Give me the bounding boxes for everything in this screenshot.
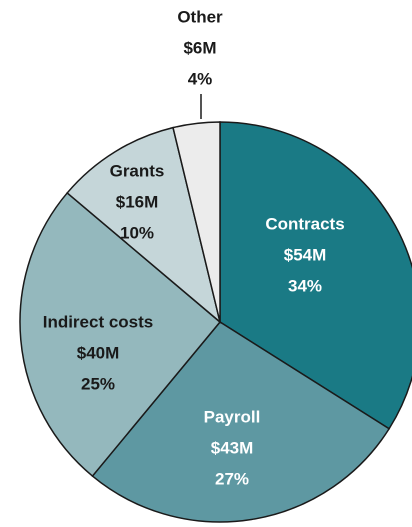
slice-label: Contracts bbox=[265, 214, 344, 233]
slice-label: Grants bbox=[110, 161, 165, 180]
pie-slice bbox=[172, 121, 221, 323]
pie-slice bbox=[91, 321, 391, 523]
percent-label: 27% bbox=[215, 469, 249, 488]
percent-label: 34% bbox=[288, 276, 322, 295]
percent-label: 25% bbox=[81, 374, 115, 393]
percent-label: 10% bbox=[120, 223, 154, 242]
percent-label: 4% bbox=[188, 69, 213, 88]
slice-label: Indirect costs bbox=[43, 312, 154, 331]
value-label: $54M bbox=[284, 245, 327, 264]
value-label: $43M bbox=[211, 438, 254, 457]
value-label: $16M bbox=[116, 192, 159, 211]
pie-slice bbox=[19, 191, 222, 478]
pie-slice bbox=[66, 126, 222, 325]
slice-label: Payroll bbox=[204, 407, 261, 426]
slice-label: Other bbox=[177, 7, 223, 26]
value-label: $6M bbox=[183, 38, 216, 57]
value-label: $40M bbox=[77, 343, 120, 362]
